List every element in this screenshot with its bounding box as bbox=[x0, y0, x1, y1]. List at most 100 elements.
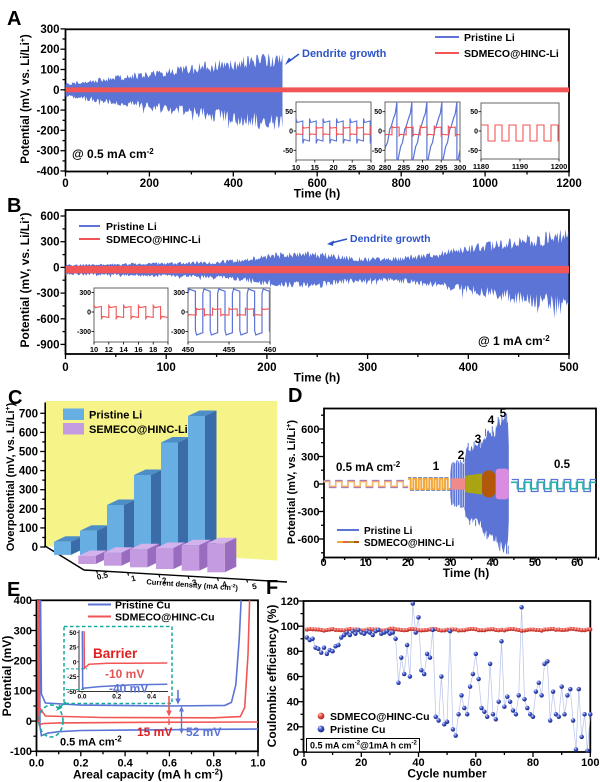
svg-text:3: 3 bbox=[191, 578, 198, 588]
svg-text:60: 60 bbox=[287, 671, 299, 683]
svg-text:25: 25 bbox=[348, 163, 356, 172]
svg-text:300: 300 bbox=[173, 290, 185, 297]
svg-text:200: 200 bbox=[14, 656, 32, 668]
svg-text:290: 290 bbox=[416, 163, 429, 172]
svg-text:20: 20 bbox=[287, 722, 299, 734]
svg-text:300: 300 bbox=[301, 451, 319, 463]
svg-text:1: 1 bbox=[433, 459, 440, 473]
svg-text:200: 200 bbox=[40, 44, 59, 56]
svg-text:-900: -900 bbox=[36, 339, 59, 351]
svg-text:-10 mV: -10 mV bbox=[105, 667, 144, 681]
svg-text:Potential (mV, vs. Li/Li+): Potential (mV, vs. Li/Li+) bbox=[286, 420, 298, 544]
svg-text:Time (h): Time (h) bbox=[294, 371, 340, 385]
svg-text:100: 100 bbox=[157, 362, 176, 374]
svg-text:50: 50 bbox=[529, 557, 541, 569]
svg-text:Dendrite growth: Dendrite growth bbox=[302, 48, 387, 60]
svg-text:0.5 mA cm-2: 0.5 mA cm-2 bbox=[336, 460, 401, 474]
svg-text:40: 40 bbox=[287, 697, 299, 709]
svg-text:400: 400 bbox=[459, 362, 478, 374]
svg-text:0.0: 0.0 bbox=[29, 757, 44, 769]
svg-text:285: 285 bbox=[398, 163, 411, 172]
svg-text:0.5: 0.5 bbox=[554, 459, 571, 471]
svg-text:SDMECO@HINC-Cu: SDMECO@HINC-Cu bbox=[115, 612, 214, 624]
svg-text:300: 300 bbox=[454, 163, 467, 172]
svg-text:Coulombic efficiency (%): Coulombic efficiency (%) bbox=[265, 605, 279, 748]
svg-text:-600: -600 bbox=[297, 534, 319, 546]
svg-text:400: 400 bbox=[19, 466, 38, 478]
svg-text:300: 300 bbox=[19, 485, 38, 497]
svg-text:800: 800 bbox=[392, 178, 411, 190]
svg-text:20: 20 bbox=[164, 345, 172, 354]
svg-text:100: 100 bbox=[19, 523, 38, 535]
svg-text:-300: -300 bbox=[297, 506, 319, 518]
svg-text:D: D bbox=[288, 385, 302, 407]
svg-text:455: 455 bbox=[223, 345, 236, 354]
svg-text:700: 700 bbox=[19, 408, 38, 420]
svg-text:-300: -300 bbox=[77, 329, 91, 336]
svg-text:1000: 1000 bbox=[472, 178, 498, 190]
svg-text:Barrier: Barrier bbox=[93, 646, 138, 661]
svg-text:400: 400 bbox=[14, 595, 32, 607]
svg-text:460: 460 bbox=[264, 345, 277, 354]
svg-text:0.2: 0.2 bbox=[112, 694, 121, 701]
svg-text:0.4: 0.4 bbox=[117, 757, 133, 769]
svg-text:-300: -300 bbox=[171, 329, 185, 336]
svg-text:300: 300 bbox=[358, 362, 377, 374]
svg-text:1: 1 bbox=[130, 574, 137, 584]
svg-text:12: 12 bbox=[105, 345, 113, 354]
svg-text:400: 400 bbox=[224, 178, 243, 190]
svg-text:40: 40 bbox=[412, 757, 424, 769]
svg-text:2: 2 bbox=[458, 448, 465, 462]
svg-text:0: 0 bbox=[301, 757, 307, 769]
svg-text:Areal capacity (mA h cm-2): Areal capacity (mA h cm-2) bbox=[73, 767, 223, 781]
svg-text:5: 5 bbox=[251, 582, 258, 592]
svg-text:0.4: 0.4 bbox=[147, 694, 156, 701]
svg-text:E: E bbox=[7, 579, 20, 601]
svg-text:500: 500 bbox=[19, 447, 38, 459]
svg-text:600: 600 bbox=[40, 211, 59, 223]
svg-text:80: 80 bbox=[527, 757, 539, 769]
svg-text:0: 0 bbox=[320, 557, 326, 569]
svg-text:0: 0 bbox=[62, 178, 68, 190]
svg-text:14: 14 bbox=[119, 345, 128, 354]
svg-text:0: 0 bbox=[289, 129, 293, 136]
svg-text:0.5: 0.5 bbox=[96, 570, 110, 582]
svg-text:120: 120 bbox=[281, 596, 299, 608]
svg-text:40: 40 bbox=[487, 557, 499, 569]
svg-text:60: 60 bbox=[470, 757, 482, 769]
svg-text:0: 0 bbox=[62, 362, 68, 374]
svg-text:18: 18 bbox=[149, 345, 157, 354]
svg-text:0: 0 bbox=[181, 310, 185, 317]
svg-text:SDMECO@HINC-Li: SDMECO@HINC-Li bbox=[464, 48, 559, 60]
svg-text:Pristine Cu: Pristine Cu bbox=[115, 600, 170, 612]
svg-text:100: 100 bbox=[581, 757, 599, 769]
svg-text:50: 50 bbox=[374, 109, 382, 116]
svg-text:300: 300 bbox=[14, 625, 32, 637]
svg-text:0.5 mA cm-2: 0.5 mA cm-2 bbox=[60, 735, 122, 749]
svg-text:0.6: 0.6 bbox=[162, 757, 177, 769]
svg-text:30: 30 bbox=[444, 557, 456, 569]
svg-text:100: 100 bbox=[14, 686, 32, 698]
svg-text:Overpotential (mV, vs. Li/Li+): Overpotential (mV, vs. Li/Li+) bbox=[5, 402, 17, 551]
svg-text:0: 0 bbox=[313, 479, 319, 491]
svg-text:-50: -50 bbox=[372, 148, 382, 155]
svg-text:25: 25 bbox=[69, 645, 77, 652]
svg-text:4: 4 bbox=[488, 413, 495, 427]
svg-text:600: 600 bbox=[19, 427, 38, 439]
svg-text:4: 4 bbox=[221, 580, 228, 590]
svg-text:B: B bbox=[7, 195, 21, 217]
svg-text:@ 0.5 mA cm-2: @ 0.5 mA cm-2 bbox=[72, 147, 154, 161]
svg-text:SEMECO@HINC-Li: SEMECO@HINC-Li bbox=[89, 424, 188, 436]
svg-text:0: 0 bbox=[474, 129, 478, 136]
svg-text:-100: -100 bbox=[10, 746, 32, 758]
svg-text:200: 200 bbox=[257, 362, 276, 374]
svg-text:15 mV: 15 mV bbox=[137, 725, 172, 739]
svg-text:1200: 1200 bbox=[556, 178, 582, 190]
svg-text:0: 0 bbox=[32, 542, 38, 554]
svg-text:C: C bbox=[8, 387, 22, 409]
svg-text:Pristine Li: Pristine Li bbox=[106, 221, 157, 233]
svg-text:50: 50 bbox=[470, 109, 478, 116]
svg-text:Cycle number: Cycle number bbox=[407, 767, 487, 781]
svg-text:0: 0 bbox=[73, 659, 77, 666]
svg-text:Potential (mV): Potential (mV) bbox=[0, 636, 14, 717]
